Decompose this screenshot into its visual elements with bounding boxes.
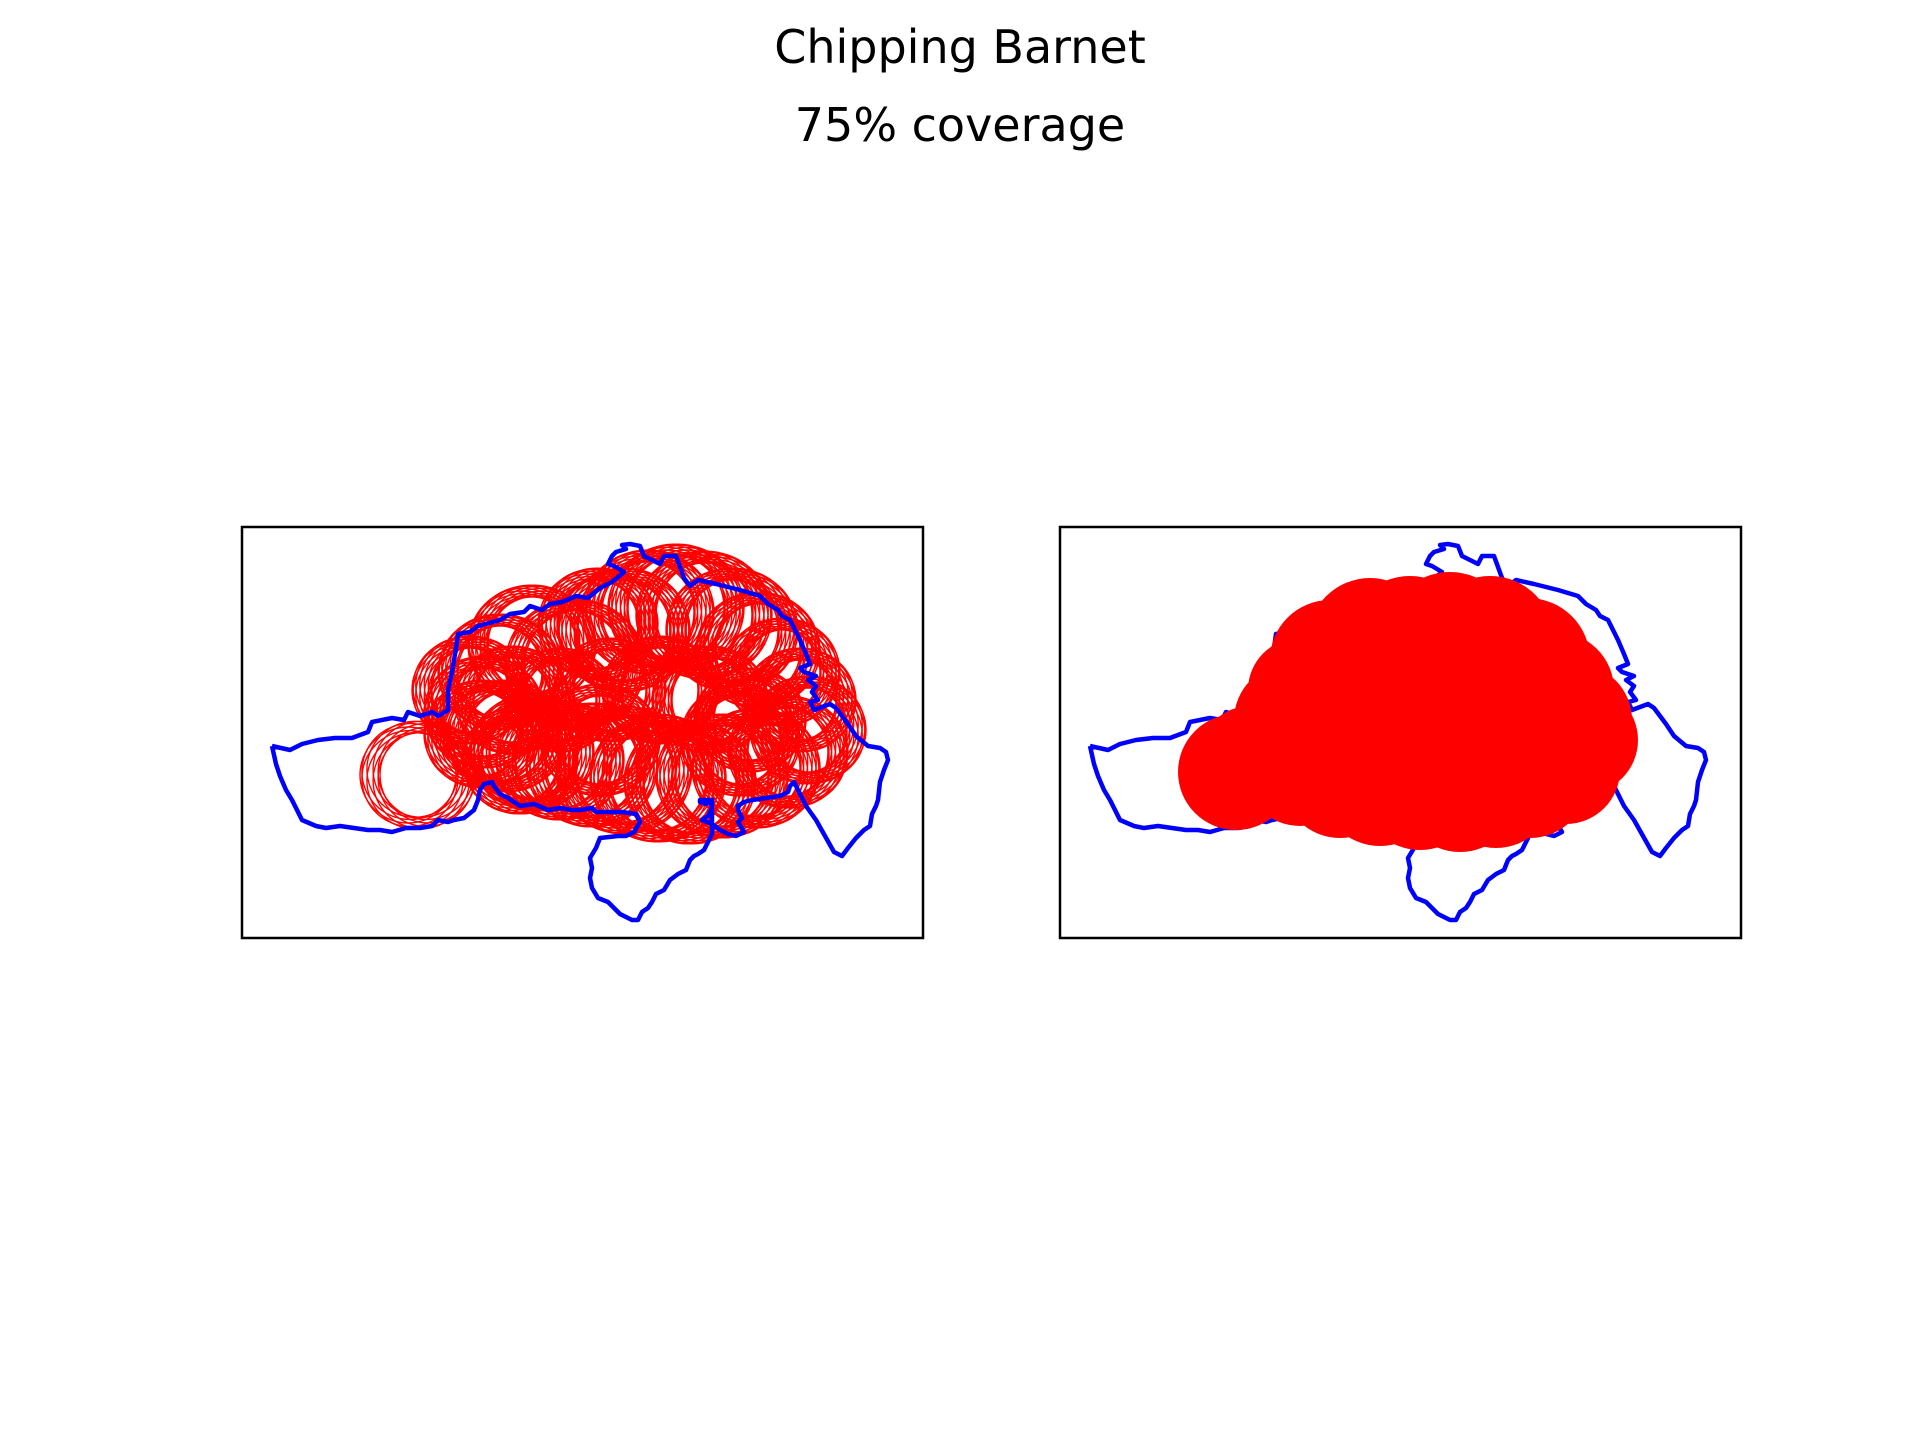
coverage-fill-group bbox=[1178, 572, 1638, 852]
coverage-disc bbox=[1460, 660, 1580, 780]
coverage-disc bbox=[1200, 706, 1300, 806]
